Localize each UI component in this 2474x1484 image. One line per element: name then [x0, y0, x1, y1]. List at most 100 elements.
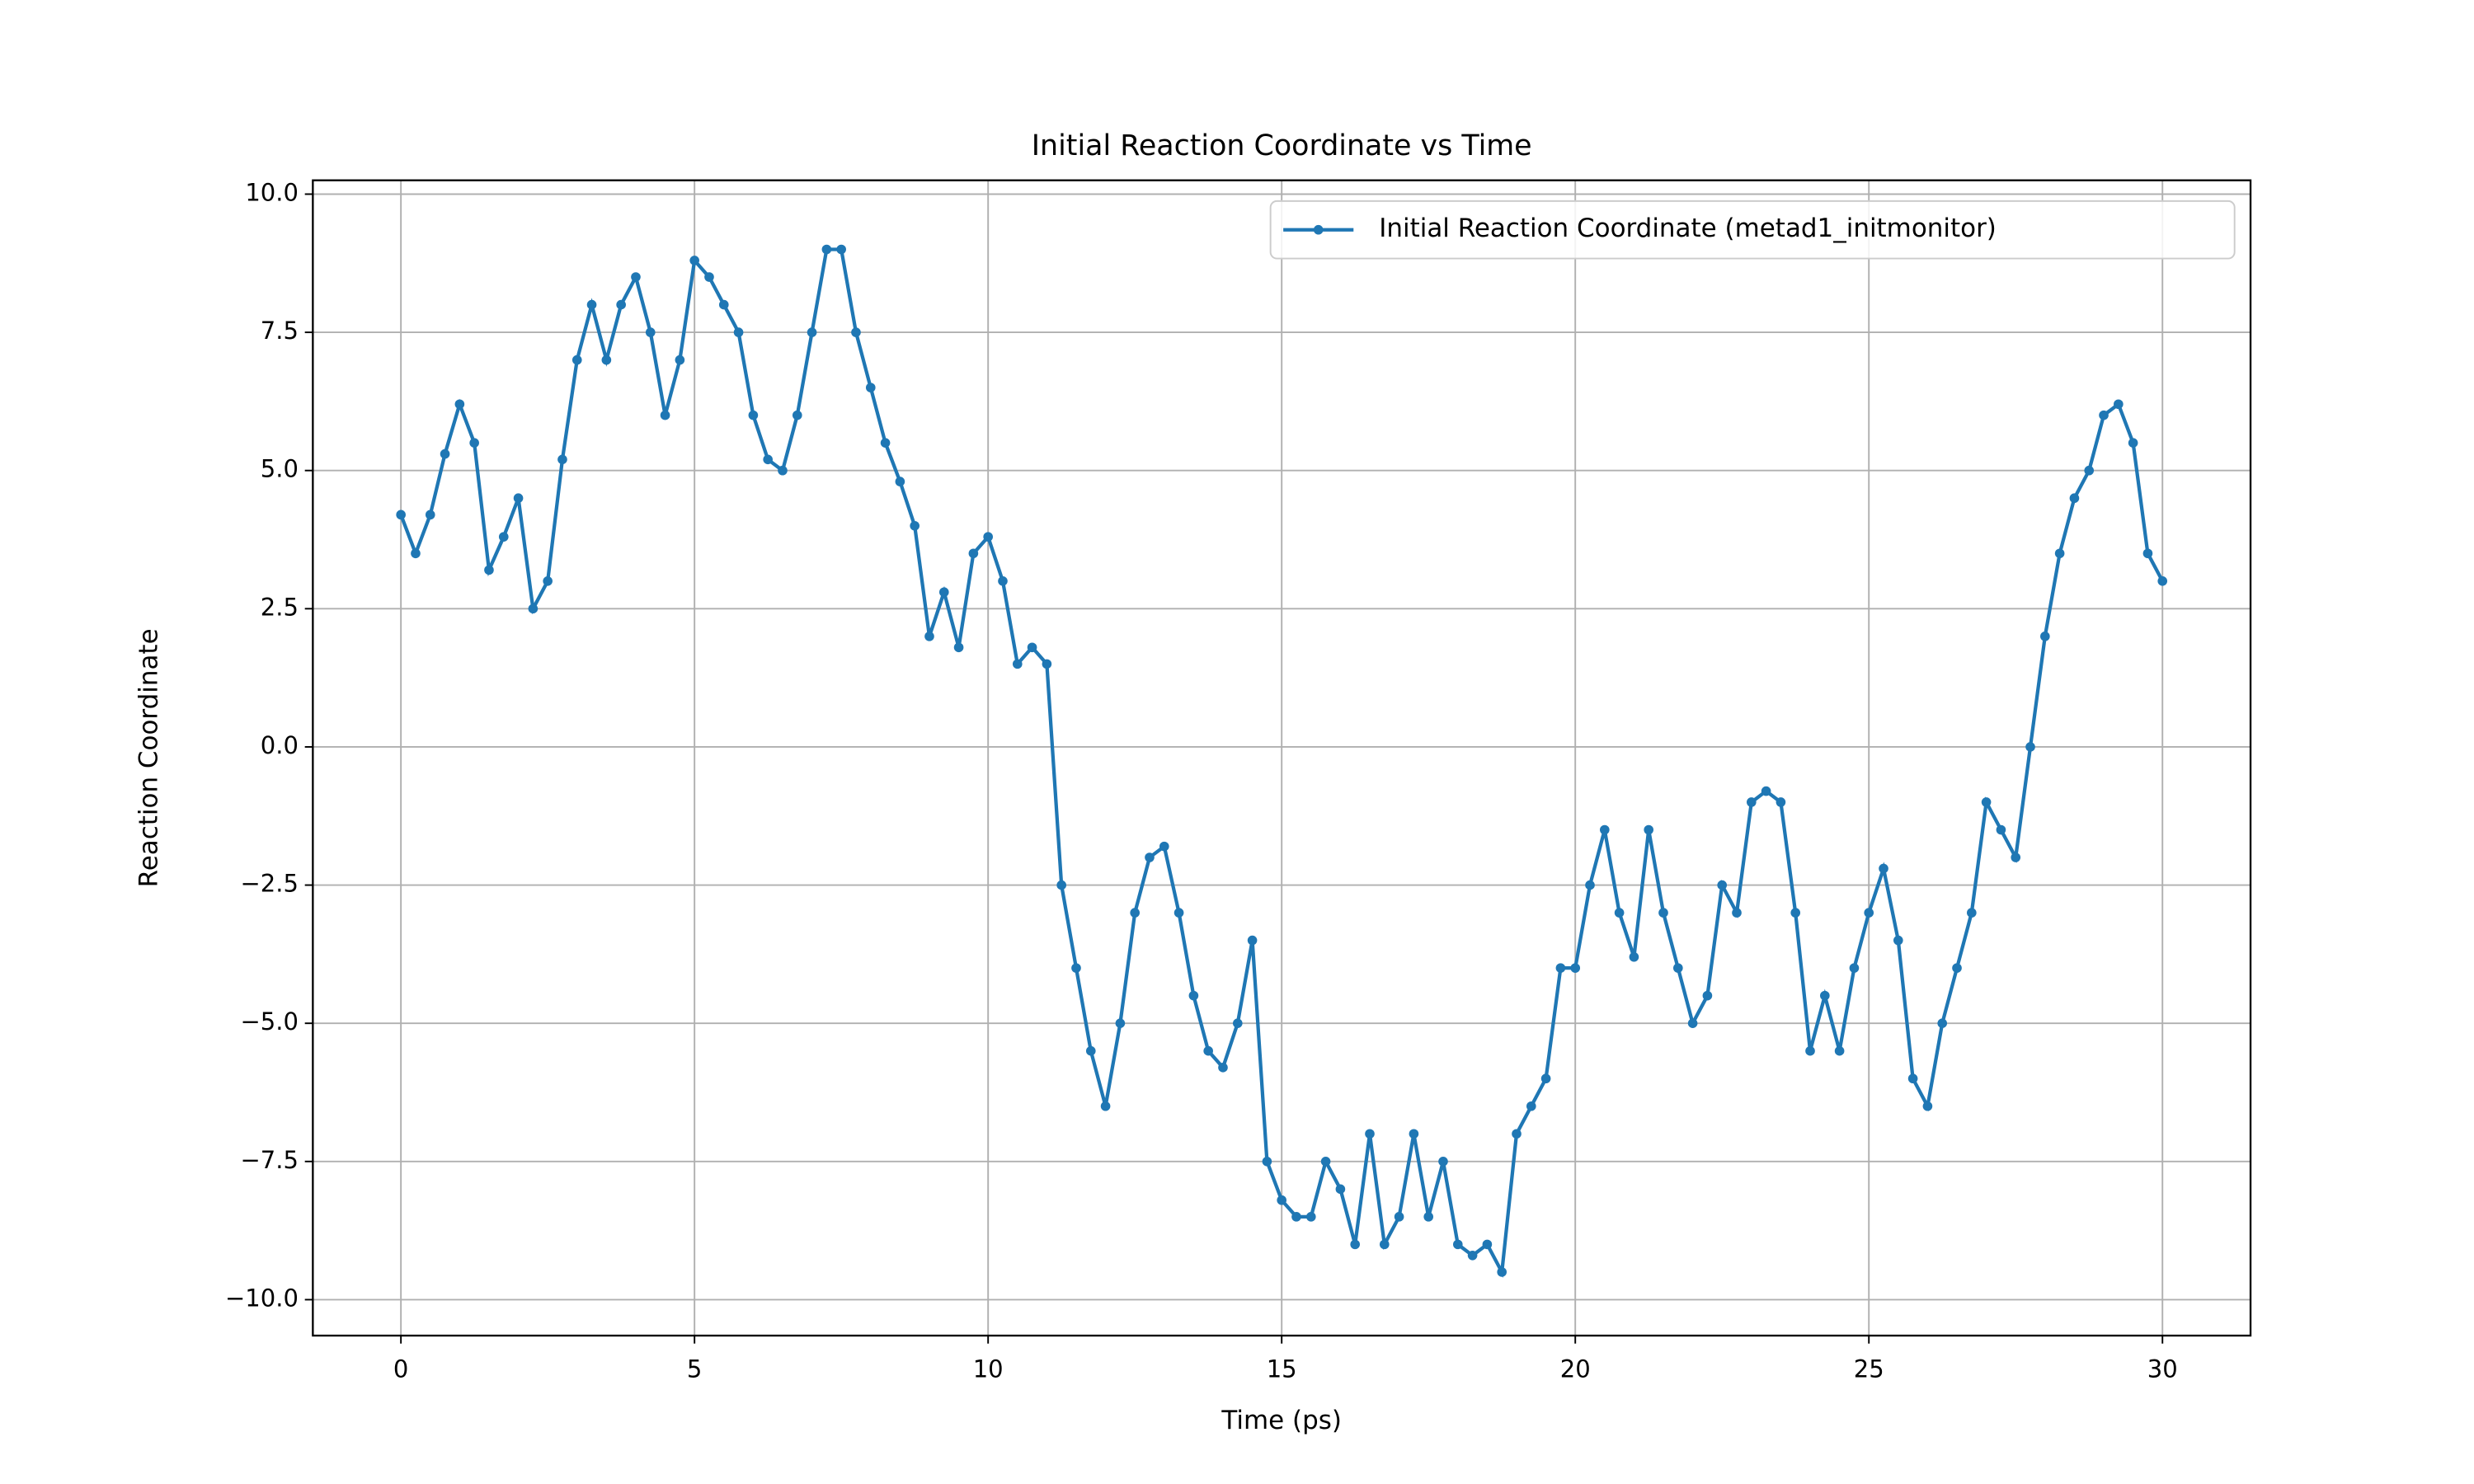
data-point [1203, 1045, 1213, 1056]
data-point [543, 575, 553, 586]
data-point [1747, 797, 1757, 807]
data-point [1100, 1101, 1111, 1111]
data-point [1042, 659, 1052, 669]
data-point [1071, 963, 1081, 973]
data-point [440, 448, 450, 459]
data-point [675, 355, 685, 365]
y-tick-label: 0.0 [261, 731, 299, 759]
data-point [2114, 399, 2124, 410]
data-point [836, 244, 846, 255]
data-point [2128, 438, 2138, 448]
data-point [1644, 824, 1654, 835]
data-point [1305, 1212, 1316, 1222]
plot-frame [312, 179, 2252, 1337]
data-point [1585, 880, 1595, 890]
y-tick-label: −7.5 [240, 1146, 298, 1174]
data-point [571, 355, 582, 365]
data-point [1761, 786, 1771, 796]
data-point [1673, 963, 1683, 973]
data-point [1820, 990, 1830, 1001]
data-point [1600, 824, 1610, 835]
data-point [2011, 852, 2021, 862]
data-point [484, 565, 494, 575]
x-tick-label: 5 [687, 1355, 702, 1383]
data-point [1012, 659, 1023, 669]
data-point [1967, 908, 1977, 918]
data-point [1805, 1045, 1815, 1056]
data-point [396, 510, 406, 520]
data-point [1262, 1156, 1272, 1167]
data-point [1291, 1212, 1301, 1222]
data-point [1732, 908, 1742, 918]
x-tick-label: 20 [1560, 1355, 1591, 1383]
data-point [880, 438, 891, 448]
data-point [498, 532, 509, 542]
data-point [1247, 935, 1258, 946]
data-point [865, 383, 876, 392]
data-point [1907, 1073, 1918, 1084]
data-point [1790, 908, 1801, 918]
data-point [1849, 963, 1860, 973]
data-point [851, 327, 861, 337]
y-axis-label: Reaction Coordinate [134, 628, 163, 887]
legend: Initial Reaction Coordinate (metad1_init… [1269, 200, 2236, 260]
data-point [1188, 990, 1199, 1001]
data-point [1365, 1129, 1375, 1139]
data-point [586, 299, 597, 310]
data-point [1981, 797, 1992, 807]
data-point [645, 327, 656, 337]
data-point [1879, 863, 1888, 874]
data-point [1423, 1212, 1434, 1222]
data-point [1482, 1239, 1493, 1250]
data-point [2069, 493, 2080, 504]
data-point [454, 399, 465, 410]
data-point [938, 587, 949, 598]
data-point [1717, 880, 1728, 890]
data-point [1937, 1018, 1948, 1028]
data-point [2099, 410, 2109, 420]
data-point [1893, 935, 1903, 946]
data-point [1159, 841, 1169, 852]
data-point [1277, 1195, 1286, 1205]
data-point [748, 410, 759, 420]
legend-label: Initial Reaction Coordinate (metad1_init… [1379, 214, 1997, 243]
data-point [2157, 575, 2168, 586]
data-point [2025, 742, 2035, 752]
data-point [1658, 908, 1668, 918]
x-tick-label: 15 [1267, 1355, 1297, 1383]
data-point [983, 532, 993, 542]
data-point [924, 632, 934, 641]
data-point [2084, 465, 2095, 476]
y-tick-label: −2.5 [240, 870, 298, 898]
data-point [1922, 1101, 1933, 1111]
data-point [1702, 990, 1713, 1001]
data-point [411, 548, 421, 559]
data-point [469, 438, 479, 448]
data-point [2142, 548, 2153, 559]
data-point [1540, 1073, 1551, 1084]
x-axis-label: Time (ps) [1221, 1406, 1342, 1435]
data-point [1776, 797, 1786, 807]
data-point [616, 299, 626, 310]
y-tick-label: 10.0 [245, 178, 299, 206]
data-point [998, 575, 1008, 586]
data-point [1335, 1184, 1346, 1195]
data-point [2040, 632, 2050, 641]
data-point [778, 465, 788, 476]
data-point [660, 410, 670, 420]
data-point [1232, 1018, 1243, 1028]
data-point [718, 299, 729, 310]
data-point [425, 510, 435, 520]
data-point [1438, 1156, 1448, 1167]
data-point [792, 410, 802, 420]
x-tick-label: 10 [973, 1355, 1004, 1383]
y-tick-label: 2.5 [261, 593, 299, 621]
data-point [1056, 880, 1066, 890]
data-point [1497, 1267, 1507, 1277]
data-point [1115, 1018, 1126, 1028]
data-point [1174, 908, 1184, 918]
data-point [733, 327, 744, 337]
y-tick-label: −10.0 [225, 1284, 299, 1312]
data-point [807, 327, 817, 337]
